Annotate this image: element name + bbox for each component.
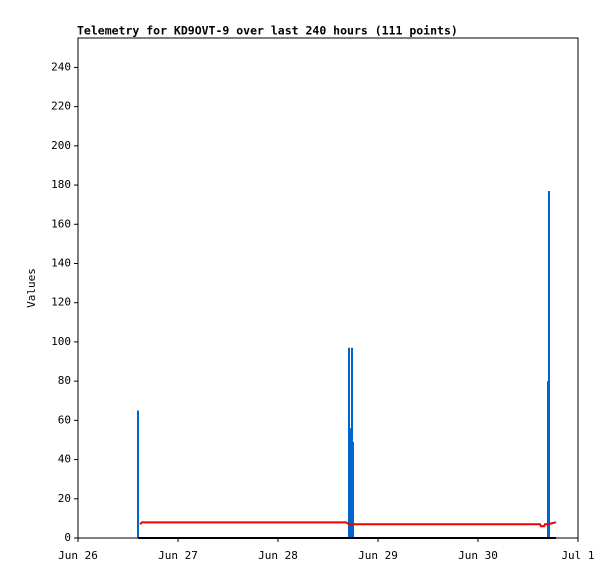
y-tick-label: 180 xyxy=(51,178,71,191)
y-tick-label: 160 xyxy=(51,217,71,230)
y-axis-label: Values xyxy=(25,268,38,308)
y-tick-label: 20 xyxy=(58,492,71,505)
y-tick-label: 40 xyxy=(58,453,71,466)
y-tick-label: 0 xyxy=(64,531,71,544)
y-tick-label: 60 xyxy=(58,413,71,426)
x-tick-label: Jun 29 xyxy=(358,549,398,562)
y-tick-label: 240 xyxy=(51,60,71,73)
y-tick-label: 220 xyxy=(51,100,71,113)
plot-frame xyxy=(77,37,579,539)
y-tick-label: 80 xyxy=(58,374,71,387)
chart-title: Telemetry for KD9OVT-9 over last 240 hou… xyxy=(77,24,458,38)
x-tick-label: Jul 1 xyxy=(561,549,594,562)
y-tick-label: 140 xyxy=(51,256,71,269)
y-tick-label: 100 xyxy=(51,335,71,348)
y-tick-label: 200 xyxy=(51,139,71,152)
x-tick-label: Jun 30 xyxy=(458,549,498,562)
line xyxy=(139,521,557,528)
y-tick-label: 120 xyxy=(51,296,71,309)
x-tick-label: Jun 27 xyxy=(158,549,198,562)
x-tick-label: Jun 28 xyxy=(258,549,298,562)
x-tick-label: Jun 26 xyxy=(58,549,98,562)
